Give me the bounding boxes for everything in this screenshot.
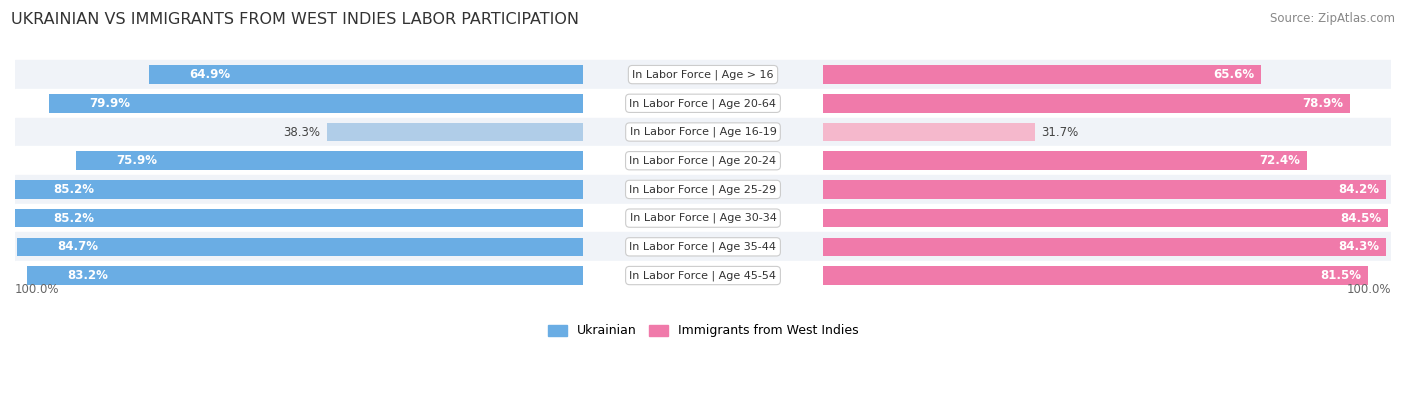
Bar <box>824 209 1388 228</box>
Text: 84.7%: 84.7% <box>58 240 98 253</box>
Bar <box>15 204 1391 233</box>
Text: 65.6%: 65.6% <box>1213 68 1254 81</box>
Text: 100.0%: 100.0% <box>15 283 59 295</box>
Text: 84.3%: 84.3% <box>1339 240 1379 253</box>
Bar <box>15 89 1391 118</box>
Bar <box>824 266 1368 285</box>
Bar <box>15 261 1391 290</box>
Text: 78.9%: 78.9% <box>1302 97 1344 110</box>
Text: 81.5%: 81.5% <box>1320 269 1361 282</box>
Text: 75.9%: 75.9% <box>115 154 157 167</box>
Text: 31.7%: 31.7% <box>1042 126 1078 139</box>
Text: In Labor Force | Age 45-54: In Labor Force | Age 45-54 <box>630 270 776 281</box>
Bar <box>15 175 1391 204</box>
Bar <box>15 233 1391 261</box>
Text: Source: ZipAtlas.com: Source: ZipAtlas.com <box>1270 12 1395 25</box>
Text: 84.2%: 84.2% <box>1339 183 1379 196</box>
Bar <box>15 60 1391 89</box>
Bar <box>14 180 582 199</box>
Bar <box>824 180 1386 199</box>
Text: In Labor Force | Age 35-44: In Labor Force | Age 35-44 <box>630 242 776 252</box>
Bar <box>17 237 582 256</box>
Text: 64.9%: 64.9% <box>190 68 231 81</box>
Text: In Labor Force | Age 20-64: In Labor Force | Age 20-64 <box>630 98 776 109</box>
Text: UKRAINIAN VS IMMIGRANTS FROM WEST INDIES LABOR PARTICIPATION: UKRAINIAN VS IMMIGRANTS FROM WEST INDIES… <box>11 12 579 27</box>
Bar <box>824 94 1350 113</box>
Text: 83.2%: 83.2% <box>67 269 108 282</box>
Bar <box>824 151 1306 170</box>
Text: In Labor Force | Age 20-24: In Labor Force | Age 20-24 <box>630 156 776 166</box>
Text: In Labor Force | Age > 16: In Labor Force | Age > 16 <box>633 70 773 80</box>
Bar <box>328 123 582 141</box>
Text: In Labor Force | Age 30-34: In Labor Force | Age 30-34 <box>630 213 776 224</box>
Bar <box>824 65 1261 84</box>
Bar <box>15 147 1391 175</box>
Text: 84.5%: 84.5% <box>1340 212 1381 225</box>
Bar <box>824 237 1386 256</box>
Text: 38.3%: 38.3% <box>283 126 321 139</box>
Bar <box>824 123 1035 141</box>
Legend: Ukrainian, Immigrants from West Indies: Ukrainian, Immigrants from West Indies <box>543 320 863 342</box>
Bar <box>15 118 1391 147</box>
Text: 85.2%: 85.2% <box>53 183 94 196</box>
Text: In Labor Force | Age 25-29: In Labor Force | Age 25-29 <box>630 184 776 195</box>
Text: 100.0%: 100.0% <box>1347 283 1391 295</box>
Bar <box>14 209 582 228</box>
Bar <box>149 65 582 84</box>
Bar <box>49 94 582 113</box>
Bar <box>27 266 582 285</box>
Text: 79.9%: 79.9% <box>89 97 131 110</box>
Text: 72.4%: 72.4% <box>1260 154 1301 167</box>
Text: 85.2%: 85.2% <box>53 212 94 225</box>
Bar <box>76 151 582 170</box>
Text: In Labor Force | Age 16-19: In Labor Force | Age 16-19 <box>630 127 776 137</box>
